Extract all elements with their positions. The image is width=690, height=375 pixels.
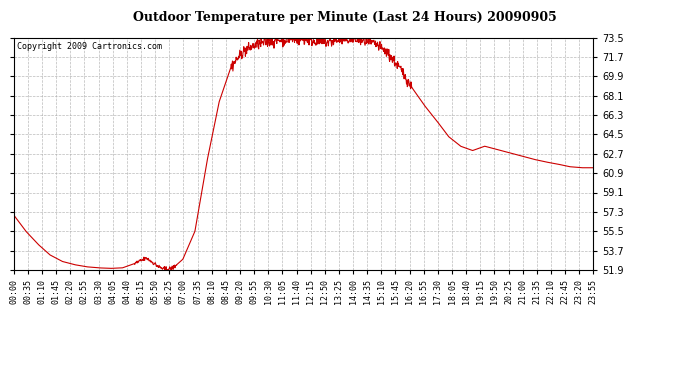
Text: Copyright 2009 Cartronics.com: Copyright 2009 Cartronics.com: [17, 42, 161, 51]
Text: Outdoor Temperature per Minute (Last 24 Hours) 20090905: Outdoor Temperature per Minute (Last 24 …: [133, 11, 557, 24]
